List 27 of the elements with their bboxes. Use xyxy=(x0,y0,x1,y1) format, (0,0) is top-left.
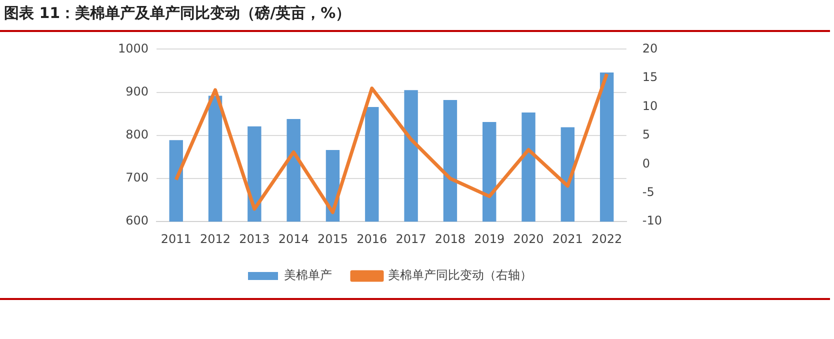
y2-tick-label: 15 xyxy=(642,70,658,84)
y2-tick-label: -10 xyxy=(642,214,662,228)
x-tick-label: 2011 xyxy=(160,232,192,246)
y2-tick-label: 10 xyxy=(642,98,658,113)
y-tick-label: 700 xyxy=(126,170,149,185)
chart-title: 图表 11：美棉单产及单产同比变动（磅/英亩，%） xyxy=(4,4,351,23)
y-tick-label: 600 xyxy=(126,214,149,228)
y-tick-label: 1000 xyxy=(118,41,149,56)
x-tick-label: 2016 xyxy=(356,232,388,246)
y2-tick-label: 20 xyxy=(642,41,658,56)
y-tick-label: 800 xyxy=(126,128,149,142)
x-tick-label: 2015 xyxy=(317,232,348,246)
x-tick-label: 2021 xyxy=(552,232,583,246)
x-tick-label: 2012 xyxy=(200,232,231,246)
x-tick-label: 2022 xyxy=(592,232,622,246)
y2-tick-label: 5 xyxy=(642,128,650,142)
y2-tick-label: -5 xyxy=(642,184,654,199)
x-tick-label: 2019 xyxy=(474,232,505,246)
x-tick-label: 2013 xyxy=(239,232,270,246)
x-tick-label: 2014 xyxy=(278,232,309,246)
legend-label: 美棉单产同比变动（右轴） xyxy=(388,268,532,282)
x-tick-label: 2018 xyxy=(434,232,466,246)
y-tick-label: 900 xyxy=(126,84,149,98)
y2-tick-label: 0 xyxy=(642,156,650,170)
x-tick-label: 2017 xyxy=(396,232,426,246)
x-tick-label: 2020 xyxy=(513,232,544,246)
legend-label: 美棉单产 xyxy=(284,268,332,282)
